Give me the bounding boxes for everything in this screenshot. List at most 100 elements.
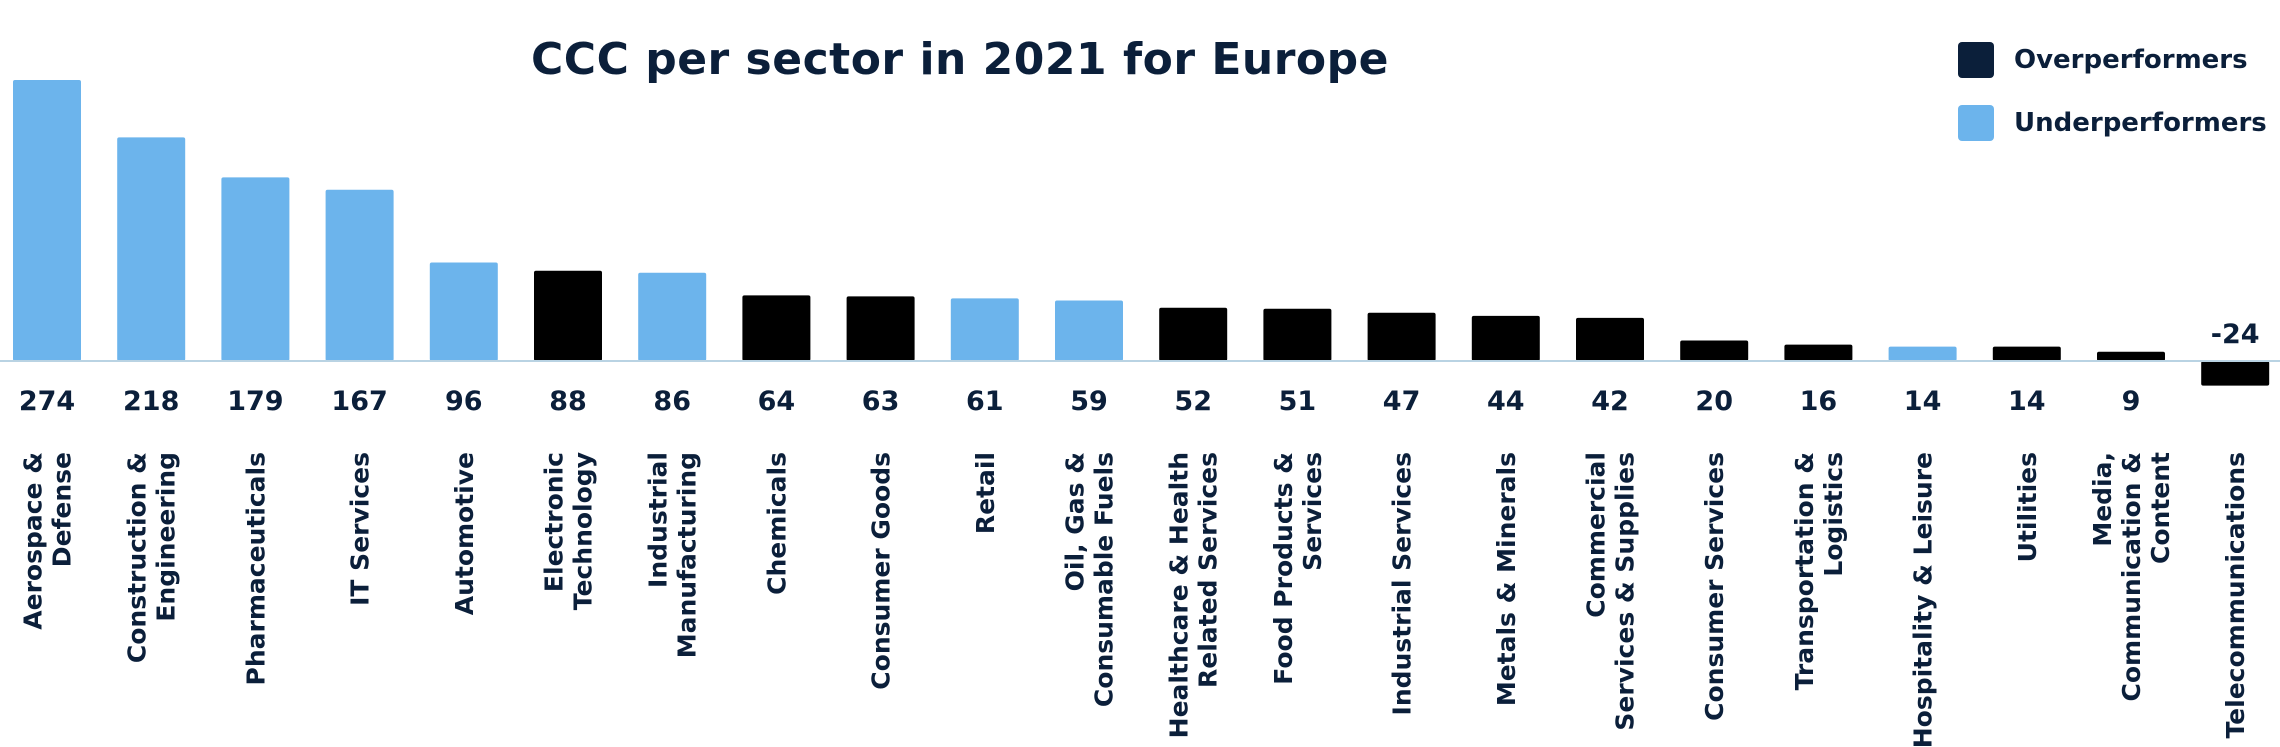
category-label-consumer-services: Consumer Services	[1700, 452, 1729, 721]
category-label-media-communication-content: Media,Communication &Content	[2088, 452, 2175, 702]
legend-item-underperformers: Underperformers	[1958, 105, 2278, 141]
legend-item-overperformers: Overperformers	[1958, 42, 2278, 78]
category-label-transportation-logistics: Transportation &Logistics	[1790, 452, 1848, 690]
category-label-line: Chemicals	[762, 452, 791, 595]
category-label-line: Transportation &	[1790, 452, 1819, 690]
value-label-transportation-logistics: 16	[1800, 386, 1838, 417]
category-label-industrial-services: Industrial Services	[1388, 452, 1417, 715]
bar-hospitality-leisure	[1888, 346, 1957, 361]
category-labels-layer: Aerospace &Defense Construction &Engineer…	[19, 452, 2251, 747]
category-label-pharmaceuticals: Pharmaceuticals	[241, 452, 270, 685]
value-label-industrial-services: 47	[1383, 386, 1421, 417]
category-label-chemicals: Chemicals	[762, 452, 791, 595]
category-label-line: Consumable Fuels	[1090, 452, 1119, 707]
category-label-line: Consumer Goods	[867, 452, 896, 690]
value-label-hospitality-leisure: 14	[1904, 386, 1942, 417]
category-label-line: Utilities	[2013, 452, 2042, 562]
value-label-commercial-services-supplies: 42	[1591, 386, 1629, 417]
legend-swatch-overperformers	[1958, 42, 1994, 78]
category-label-electronic-technology: ElectronicTechnology	[540, 452, 598, 610]
value-label-utilities: 14	[2008, 386, 2046, 417]
category-label-line: Hospitality & Leisure	[1909, 452, 1938, 747]
category-label-industrial-manufacturing: IndustrialManufacturing	[644, 452, 702, 658]
bar-it-services	[325, 189, 394, 361]
bars-layer	[13, 80, 2270, 386]
category-label-line: Industrial	[644, 452, 673, 588]
category-label-line: Services	[1298, 452, 1327, 571]
category-label-line: Commercial	[1582, 452, 1611, 618]
legend-label-overperformers: Overperformers	[2014, 45, 2248, 75]
category-label-healthcare-health-related-services: Healthcare & HealthRelated Services	[1165, 452, 1223, 738]
category-label-telecommunications: Telecommunications	[2221, 452, 2250, 739]
category-label-hospitality-leisure: Hospitality & Leisure	[1909, 452, 1938, 747]
value-label-chemicals: 64	[758, 386, 796, 417]
category-label-automotive: Automotive	[450, 452, 479, 615]
category-label-utilities: Utilities	[2013, 452, 2042, 562]
bar-transportation-logistics	[1784, 344, 1853, 361]
category-label-line: Pharmaceuticals	[241, 452, 270, 685]
bar-telecommunications	[2201, 361, 2270, 386]
bar-food-products-services	[1263, 308, 1332, 361]
bar-electronic-technology	[534, 270, 602, 361]
value-label-media-communication-content: 9	[2122, 386, 2141, 417]
category-label-consumer-goods: Consumer Goods	[867, 452, 896, 690]
bar-consumer-goods	[846, 296, 915, 361]
value-labels-layer: 274 218 179 167 96 88 86 64 63 61 59 52 51 47 44 42 20 16…	[19, 319, 2260, 417]
category-label-line: Logistics	[1819, 452, 1848, 577]
legend-swatch-underperformers	[1958, 105, 1994, 141]
bar-commercial-services-supplies	[1576, 317, 1644, 361]
value-label-electronic-technology: 88	[549, 386, 587, 417]
value-label-retail: 61	[966, 386, 1004, 417]
value-label-healthcare-health-related-services: 52	[1174, 386, 1212, 417]
value-label-consumer-goods: 63	[862, 386, 900, 417]
bar-pharmaceuticals	[221, 177, 290, 361]
value-label-construction-engineering: 218	[123, 386, 179, 417]
category-label-line: Metals & Minerals	[1492, 452, 1521, 706]
category-label-line: Retail	[971, 452, 1000, 534]
category-label-line: Communication &	[2117, 452, 2146, 701]
category-label-line: Healthcare & Health	[1165, 452, 1194, 738]
bar-retail	[950, 298, 1019, 361]
category-label-line: IT Services	[346, 452, 375, 606]
bar-automotive	[429, 262, 498, 361]
category-label-line: Services & Supplies	[1611, 452, 1640, 731]
value-label-automotive: 96	[445, 386, 483, 417]
chart-title: CCC per sector in 2021 for Europe	[531, 34, 1389, 85]
value-label-it-services: 167	[331, 386, 387, 417]
bar-industrial-services	[1367, 312, 1436, 361]
category-label-line: Automotive	[450, 452, 479, 615]
value-label-metals-minerals: 44	[1487, 386, 1525, 417]
category-label-line: Defense	[48, 452, 77, 567]
bar-oil-gas-consumable-fuels	[1055, 300, 1123, 361]
category-label-line: Oil, Gas &	[1061, 452, 1090, 591]
category-label-oil-gas-consumable-fuels: Oil, Gas &Consumable Fuels	[1061, 452, 1119, 707]
legend-label-underperformers: Underperformers	[2014, 108, 2267, 138]
bar-healthcare-health-related-services	[1159, 307, 1228, 361]
bar-aerospace-defense	[13, 80, 81, 361]
value-label-consumer-services: 20	[1695, 386, 1733, 417]
category-label-commercial-services-supplies: CommercialServices & Supplies	[1582, 452, 1640, 731]
category-label-line: Manufacturing	[673, 452, 702, 658]
category-label-metals-minerals: Metals & Minerals	[1492, 452, 1521, 706]
bar-industrial-manufacturing	[638, 272, 707, 361]
bar-metals-minerals	[1471, 315, 1540, 361]
category-label-food-products-services: Food Products &Services	[1269, 452, 1327, 685]
category-label-line: Consumer Services	[1700, 452, 1729, 721]
bar-construction-engineering	[117, 137, 186, 361]
category-label-line: Aerospace &	[19, 452, 48, 630]
category-label-line: Electronic	[540, 452, 569, 592]
category-label-aerospace-defense: Aerospace &Defense	[19, 452, 77, 630]
category-label-construction-engineering: Construction &Engineering	[123, 452, 181, 663]
category-label-line: Telecommunications	[2221, 452, 2250, 739]
value-label-pharmaceuticals: 179	[227, 386, 283, 417]
value-label-telecommunications: -24	[2211, 319, 2260, 350]
bar-media-communication-content	[2097, 351, 2165, 361]
value-label-oil-gas-consumable-fuels: 59	[1070, 386, 1108, 417]
category-label-line: Food Products &	[1269, 452, 1298, 685]
category-label-line: Engineering	[152, 452, 181, 622]
bar-utilities	[1992, 346, 2061, 361]
value-label-industrial-manufacturing: 86	[653, 386, 691, 417]
bar-consumer-services	[1680, 340, 1749, 361]
